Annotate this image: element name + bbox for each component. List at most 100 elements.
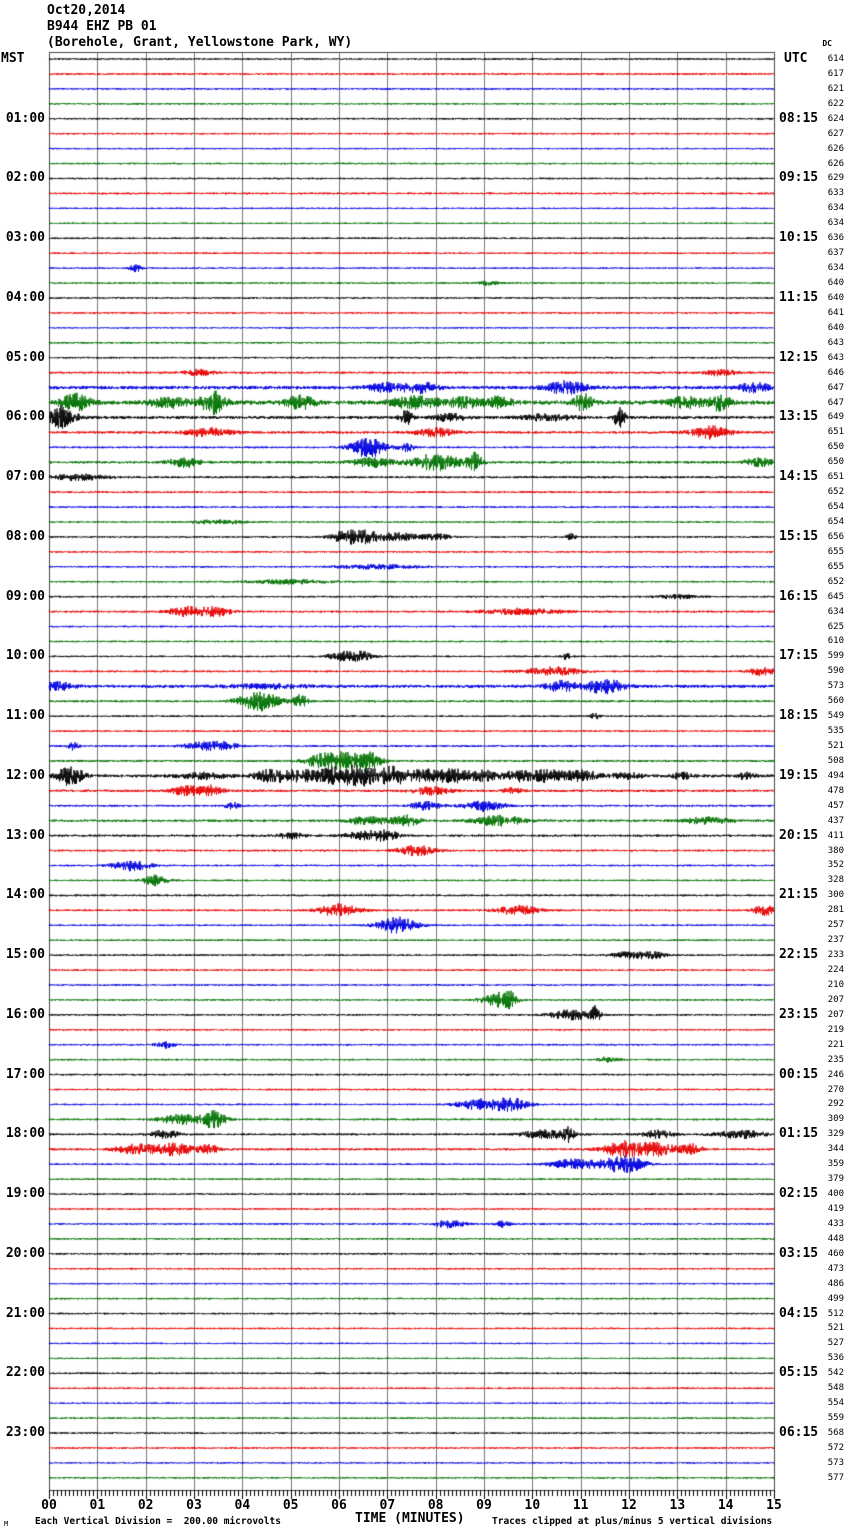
dc-offset-value: 527: [827, 1338, 844, 1349]
dc-offset-value: 235: [827, 1054, 844, 1065]
dc-offset-value: 652: [827, 576, 844, 587]
utc-time-label: 08:15: [779, 110, 819, 126]
x-axis-tick-label: 11: [572, 1498, 589, 1513]
dc-offset-value: 207: [827, 994, 844, 1005]
dc-offset-value: 655: [827, 561, 844, 572]
dc-offset-value: 542: [827, 1368, 844, 1379]
dc-offset-value: 641: [827, 307, 844, 318]
dc-offset-value: 460: [827, 1248, 844, 1259]
dc-offset-value: 640: [827, 278, 844, 289]
mst-time-label: 14:00: [5, 887, 45, 903]
x-axis-tick-label: 08: [427, 1498, 444, 1513]
dc-offset-value: 647: [827, 397, 844, 408]
dc-offset-value: 656: [827, 531, 844, 542]
dc-offset-value: 521: [827, 1323, 844, 1334]
dc-offset-value: 521: [827, 741, 844, 751]
dc-offset-value: 624: [827, 113, 844, 124]
dc-offset-value: 610: [827, 636, 844, 647]
left-axis-header-mst: MST: [1, 51, 25, 66]
dc-offset-value: 554: [827, 1398, 844, 1409]
utc-time-label: 19:15: [779, 767, 819, 783]
dc-offset-value: 233: [827, 950, 844, 961]
dc-offset-value: 573: [827, 681, 844, 692]
dc-offset-value: 309: [827, 1114, 844, 1125]
dc-offset-value: 224: [827, 965, 844, 976]
mst-time-label: 15:00: [5, 947, 45, 963]
x-axis-tick-label: 03: [186, 1498, 202, 1513]
utc-time-label: 17:15: [779, 648, 819, 664]
utc-time-label: 14:15: [779, 469, 819, 485]
dc-offset-value: 448: [827, 1233, 844, 1244]
x-axis-tick-label: 14: [717, 1498, 734, 1513]
mst-time-label: 19:00: [5, 1186, 45, 1202]
dc-offset-value: 508: [827, 755, 844, 766]
dc-offset-value: 478: [827, 785, 844, 796]
dc-offset-value: 568: [827, 1428, 844, 1439]
utc-time-label: 13:15: [779, 409, 819, 425]
x-axis-tick-label: 13: [669, 1498, 686, 1513]
utc-time-label: 15:15: [779, 528, 819, 544]
dc-offset-value: 292: [827, 1099, 844, 1110]
dc-offset-value: 300: [827, 890, 844, 901]
dc-offset-value: 380: [827, 845, 844, 856]
x-axis-tick-label: 00: [41, 1498, 57, 1513]
dc-offset-value: 654: [827, 516, 844, 527]
mst-time-label: 22:00: [5, 1365, 45, 1381]
dc-offset-value: 257: [827, 920, 844, 931]
mst-time-label: 09:00: [5, 588, 45, 604]
x-axis-tick-label: 02: [137, 1498, 154, 1513]
dc-offset-value: 634: [827, 263, 844, 274]
dc-offset-value: 494: [827, 770, 844, 781]
dc-offset-value: 512: [827, 1308, 844, 1319]
utc-time-label: 01:15: [779, 1126, 819, 1142]
utc-time-label: 11:15: [779, 289, 819, 305]
dc-offset-value: 634: [827, 218, 844, 229]
dc-offset-value: 486: [827, 1278, 844, 1289]
utc-time-label: 23:15: [779, 1006, 819, 1022]
utc-time-label: 06:15: [779, 1425, 819, 1441]
dc-offset-value: 645: [827, 591, 844, 602]
dc-offset-value: 379: [827, 1174, 844, 1185]
dc-column-header: DC: [822, 39, 832, 48]
mst-time-label: 06:00: [5, 409, 45, 425]
mst-time-label: 18:00: [5, 1126, 45, 1142]
x-axis-tick-label: 01: [89, 1498, 106, 1513]
utc-time-label: 16:15: [779, 588, 819, 604]
dc-offset-value: 573: [827, 1457, 844, 1468]
title-station: B944 EHZ PB 01: [47, 19, 157, 34]
dc-offset-value: 210: [827, 979, 844, 990]
dc-offset-value: 359: [827, 1159, 844, 1170]
dc-offset-value: 634: [827, 606, 844, 617]
utc-time-label: 00:15: [779, 1066, 819, 1082]
dc-offset-value: 548: [827, 1383, 844, 1394]
dc-offset-value: 643: [827, 352, 844, 363]
mst-time-label: 04:00: [5, 289, 45, 305]
dc-offset-value: 617: [827, 68, 844, 79]
mst-time-label: 23:00: [5, 1425, 45, 1441]
dc-offset-value: 652: [827, 487, 844, 498]
dc-offset-value: 625: [827, 621, 844, 632]
dc-offset-value: 647: [827, 382, 844, 393]
utc-time-label: 05:15: [779, 1365, 819, 1381]
utc-time-label: 18:15: [779, 708, 819, 724]
dc-offset-value: 559: [827, 1413, 844, 1424]
dc-offset-value: 626: [827, 158, 844, 169]
dc-offset-value: 643: [827, 337, 844, 348]
mst-time-label: 20:00: [5, 1245, 45, 1261]
dc-offset-value: 281: [827, 905, 844, 916]
dc-offset-value: 219: [827, 1024, 844, 1035]
mst-time-label: 08:00: [5, 528, 45, 544]
dc-offset-value: 640: [827, 322, 844, 333]
dc-offset-value: 650: [827, 442, 844, 453]
x-axis-tick-label: 06: [331, 1498, 347, 1513]
utc-time-label: 12:15: [779, 349, 819, 365]
utc-time-label: 21:15: [779, 887, 819, 903]
dc-offset-value: 651: [827, 427, 844, 438]
mst-time-label: 01:00: [5, 110, 45, 126]
x-axis-tick-label: 09: [476, 1498, 492, 1513]
dc-offset-value: 400: [827, 1189, 844, 1200]
dc-offset-value: 599: [827, 651, 844, 662]
mst-time-label: 03:00: [5, 230, 45, 246]
utc-time-label: 10:15: [779, 230, 819, 246]
